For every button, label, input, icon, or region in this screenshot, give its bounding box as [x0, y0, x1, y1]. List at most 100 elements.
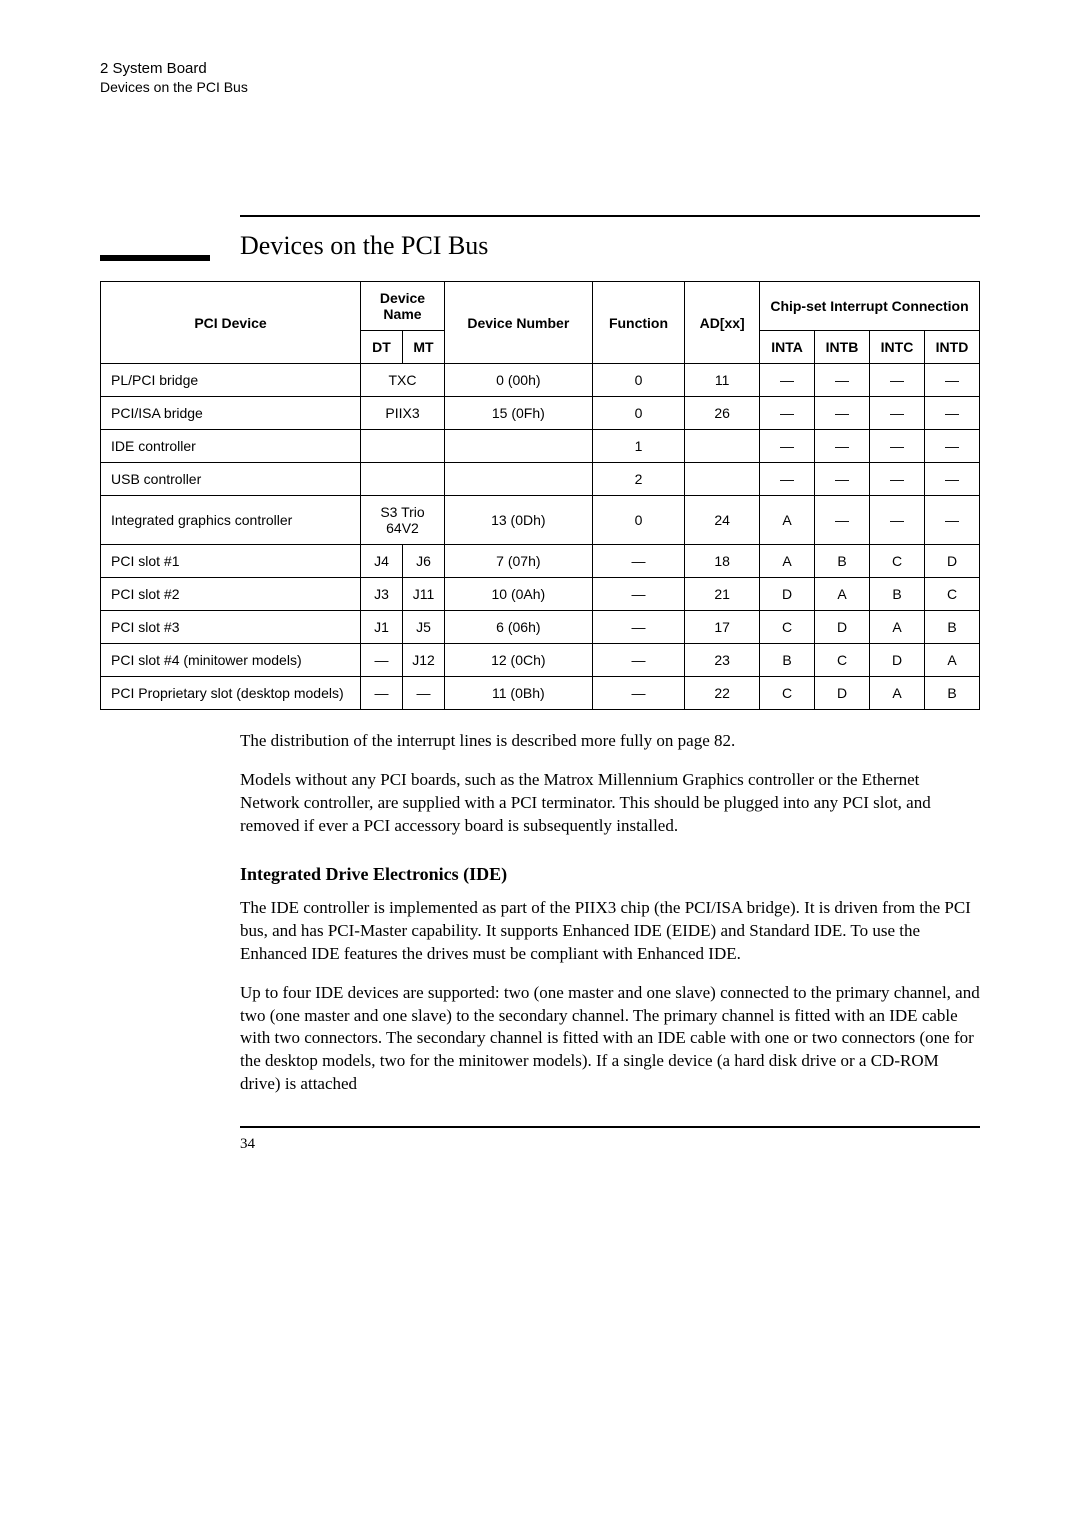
- table-row: PCI slot #1J4J67 (07h)—18ABCD: [101, 545, 980, 578]
- header-section: Devices on the PCI Bus: [100, 79, 980, 95]
- cell-device: Integrated graphics controller: [101, 496, 361, 545]
- th-function: Function: [592, 282, 685, 364]
- section-title: Devices on the PCI Bus: [240, 231, 980, 261]
- cell-device: PCI slot #1: [101, 545, 361, 578]
- cell-a: A: [760, 545, 815, 578]
- cell-mt: J12: [403, 644, 445, 677]
- cell-a: A: [760, 496, 815, 545]
- cell-c: —: [870, 364, 925, 397]
- cell-num: 11 (0Bh): [445, 677, 593, 710]
- cell-mt: —: [403, 677, 445, 710]
- cell-device: USB controller: [101, 463, 361, 496]
- cell-func: 0: [592, 397, 685, 430]
- cell-b: —: [815, 397, 870, 430]
- cell-num: 0 (00h): [445, 364, 593, 397]
- subsection-title: Integrated Drive Electronics (IDE): [240, 864, 980, 885]
- cell-a: —: [760, 397, 815, 430]
- table-row: IDE controller1————: [101, 430, 980, 463]
- title-bar-thick: [100, 255, 210, 261]
- title-bar-thin: [240, 215, 980, 217]
- cell-b: A: [815, 578, 870, 611]
- th-dt: DT: [361, 331, 403, 364]
- cell-d: —: [925, 364, 980, 397]
- para3: The IDE controller is implemented as par…: [240, 897, 980, 966]
- table-row: PCI slot #2J3J1110 (0Ah)—21DABC: [101, 578, 980, 611]
- cell-device: PL/PCI bridge: [101, 364, 361, 397]
- table-row: PCI slot #3J1J56 (06h)—17CDAB: [101, 611, 980, 644]
- cell-b: D: [815, 677, 870, 710]
- page-number: 34: [240, 1136, 980, 1153]
- cell-num: 12 (0Ch): [445, 644, 593, 677]
- cell-a: B: [760, 644, 815, 677]
- cell-c: —: [870, 430, 925, 463]
- th-chipset: Chip-set Interrupt Connection: [760, 282, 980, 331]
- cell-device: PCI slot #4 (minitower models): [101, 644, 361, 677]
- cell-func: 0: [592, 496, 685, 545]
- cell-b: B: [815, 545, 870, 578]
- cell-func: —: [592, 578, 685, 611]
- cell-device: PCI slot #2: [101, 578, 361, 611]
- cell-device: IDE controller: [101, 430, 361, 463]
- cell-dt: J3: [361, 578, 403, 611]
- cell-mt: J5: [403, 611, 445, 644]
- cell-dt: —: [361, 644, 403, 677]
- cell-d: —: [925, 463, 980, 496]
- cell-func: —: [592, 545, 685, 578]
- th-intc: INTC: [870, 331, 925, 364]
- cell-func: —: [592, 677, 685, 710]
- cell-mt: J6: [403, 545, 445, 578]
- cell-d: A: [925, 644, 980, 677]
- title-area: Devices on the PCI Bus: [240, 215, 980, 261]
- cell-num: 7 (07h): [445, 545, 593, 578]
- th-adxx: AD[xx]: [685, 282, 760, 364]
- cell-device: PCI slot #3: [101, 611, 361, 644]
- cell-b: —: [815, 430, 870, 463]
- para2: Models without any PCI boards, such as t…: [240, 769, 980, 838]
- cell-d: D: [925, 545, 980, 578]
- cell-b: D: [815, 611, 870, 644]
- cell-d: B: [925, 677, 980, 710]
- cell-ad: 17: [685, 611, 760, 644]
- cell-num: 13 (0Dh): [445, 496, 593, 545]
- cell-device: PCI Proprietary slot (desktop models): [101, 677, 361, 710]
- table-row: PL/PCI bridgeTXC0 (00h)011————: [101, 364, 980, 397]
- section-title-row: Devices on the PCI Bus: [100, 215, 980, 261]
- cell-device-name: [361, 463, 445, 496]
- th-inta: INTA: [760, 331, 815, 364]
- cell-c: —: [870, 463, 925, 496]
- cell-device-name: [361, 430, 445, 463]
- cell-c: —: [870, 496, 925, 545]
- pci-devices-table: PCI Device Device Name Device Number Fun…: [100, 281, 980, 710]
- table-row: PCI/ISA bridgePIIX315 (0Fh)026————: [101, 397, 980, 430]
- cell-num: [445, 463, 593, 496]
- table-row: PCI Proprietary slot (desktop models)——1…: [101, 677, 980, 710]
- table-row: USB controller2————: [101, 463, 980, 496]
- cell-ad: [685, 463, 760, 496]
- cell-d: —: [925, 496, 980, 545]
- table-row: PCI slot #4 (minitower models)—J1212 (0C…: [101, 644, 980, 677]
- cell-a: —: [760, 364, 815, 397]
- cell-device-name: S3 Trio 64V2: [361, 496, 445, 545]
- cell-dt: J1: [361, 611, 403, 644]
- cell-dt: —: [361, 677, 403, 710]
- th-device-name: Device Name: [361, 282, 445, 331]
- cell-func: 0: [592, 364, 685, 397]
- cell-ad: 23: [685, 644, 760, 677]
- th-pci-device: PCI Device: [101, 282, 361, 364]
- cell-func: 2: [592, 463, 685, 496]
- cell-ad: 21: [685, 578, 760, 611]
- cell-ad: 11: [685, 364, 760, 397]
- cell-d: C: [925, 578, 980, 611]
- th-device-number: Device Number: [445, 282, 593, 364]
- cell-b: —: [815, 463, 870, 496]
- cell-c: C: [870, 545, 925, 578]
- cell-num: 6 (06h): [445, 611, 593, 644]
- cell-func: —: [592, 644, 685, 677]
- cell-a: —: [760, 430, 815, 463]
- cell-device: PCI/ISA bridge: [101, 397, 361, 430]
- cell-c: D: [870, 644, 925, 677]
- cell-c: B: [870, 578, 925, 611]
- th-intd: INTD: [925, 331, 980, 364]
- cell-ad: 24: [685, 496, 760, 545]
- para4: Up to four IDE devices are supported: tw…: [240, 982, 980, 1097]
